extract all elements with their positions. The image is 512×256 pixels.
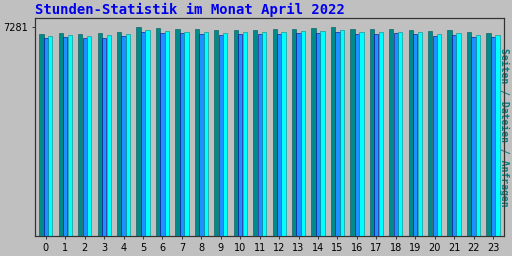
Bar (447, 30, 452, 236)
Bar (253, 29, 258, 236)
Bar (437, 34, 441, 236)
Bar (418, 33, 422, 236)
Bar (394, 33, 398, 236)
Bar (87, 36, 91, 236)
Bar (165, 31, 169, 236)
Bar (374, 34, 378, 236)
Bar (78, 34, 82, 236)
Bar (331, 27, 335, 236)
Bar (292, 29, 296, 236)
Bar (277, 34, 281, 236)
Bar (311, 28, 316, 236)
Bar (413, 34, 417, 236)
Bar (370, 29, 374, 236)
Bar (398, 31, 402, 236)
Bar (137, 27, 141, 236)
Bar (145, 30, 150, 236)
Bar (350, 29, 355, 236)
Bar (409, 29, 413, 236)
Bar (282, 31, 286, 236)
Bar (117, 31, 121, 236)
Bar (296, 33, 301, 236)
Bar (301, 31, 305, 236)
Bar (102, 38, 106, 236)
Bar (238, 34, 242, 236)
Bar (321, 31, 325, 236)
Bar (184, 31, 188, 236)
Bar (219, 35, 223, 236)
Bar (214, 30, 219, 236)
Bar (379, 32, 383, 236)
Bar (44, 38, 48, 236)
Bar (452, 35, 456, 236)
Bar (59, 33, 63, 236)
Bar (467, 32, 471, 236)
Bar (68, 35, 72, 236)
Bar (63, 37, 68, 236)
Bar (433, 36, 437, 236)
Bar (98, 33, 102, 236)
Bar (316, 33, 320, 236)
Bar (456, 33, 461, 236)
Bar (476, 35, 480, 236)
Bar (243, 32, 247, 236)
Bar (272, 29, 277, 236)
Bar (141, 32, 145, 236)
Bar (175, 29, 180, 236)
Bar (156, 28, 160, 236)
Bar (48, 36, 52, 236)
Bar (428, 31, 432, 236)
Bar (82, 38, 87, 236)
Bar (204, 32, 208, 236)
Bar (335, 32, 339, 236)
Bar (199, 34, 203, 236)
Bar (126, 34, 130, 236)
Bar (223, 33, 227, 236)
Bar (39, 34, 44, 236)
Bar (389, 29, 393, 236)
Bar (106, 35, 111, 236)
Bar (160, 33, 165, 236)
Bar (355, 34, 359, 236)
Text: Stunden-Statistik im Monat April 2022: Stunden-Statistik im Monat April 2022 (35, 3, 345, 17)
Bar (180, 33, 184, 236)
Bar (340, 30, 344, 236)
Bar (195, 29, 199, 236)
Bar (262, 32, 266, 236)
Bar (491, 37, 495, 236)
Y-axis label: Seiten / Dateien / Anfragen: Seiten / Dateien / Anfragen (499, 48, 509, 206)
Bar (486, 33, 490, 236)
Bar (258, 34, 262, 236)
Bar (121, 36, 126, 236)
Bar (233, 29, 238, 236)
Bar (359, 32, 364, 236)
Bar (495, 35, 500, 236)
Bar (472, 37, 476, 236)
